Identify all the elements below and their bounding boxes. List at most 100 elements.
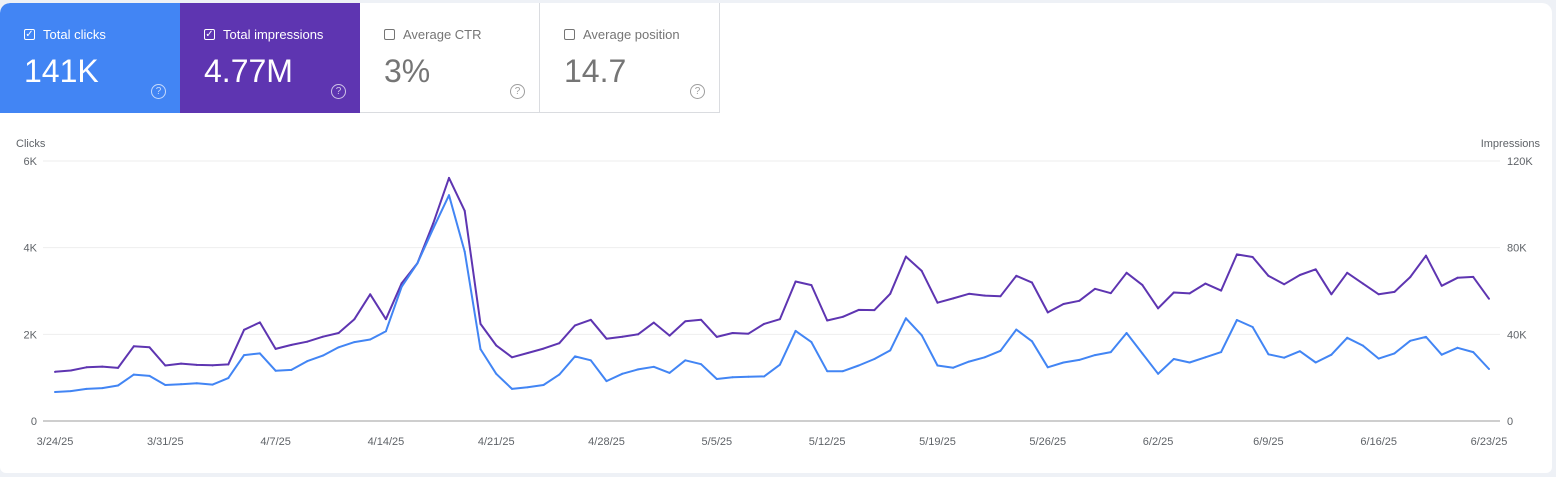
clicks-line: [54, 194, 1490, 393]
left-tick-label: 0: [31, 416, 37, 428]
impressions-point: [904, 255, 907, 258]
impressions-point: [621, 335, 624, 338]
impressions-point: [778, 318, 781, 321]
impressions-point: [920, 269, 923, 272]
x-tick-label: 3/24/25: [37, 436, 74, 448]
left-axis-title: Clicks: [16, 138, 46, 150]
clicks-point: [637, 368, 640, 371]
metric-card-average-ctr[interactable]: Average CTR 3% ?: [360, 3, 540, 113]
clicks-point: [1377, 357, 1380, 360]
clicks-point: [1062, 361, 1065, 364]
metric-value: 3%: [384, 53, 431, 89]
right-axis-title: Impressions: [1481, 138, 1541, 150]
impressions-point: [1220, 289, 1223, 292]
clicks-point: [510, 387, 513, 390]
impressions-point: [337, 332, 340, 335]
clicks-point: [85, 387, 88, 390]
clicks-point: [920, 334, 923, 337]
impressions-point: [69, 369, 72, 372]
x-tick-label: 5/26/25: [1029, 436, 1066, 448]
checkbox-icon[interactable]: ✓: [204, 29, 215, 40]
clicks-point: [495, 372, 498, 375]
clicks-point: [1488, 368, 1490, 370]
clicks-point: [447, 194, 450, 197]
impressions-point: [101, 365, 104, 368]
impressions-point: [983, 294, 986, 297]
checkbox-icon[interactable]: [564, 29, 575, 40]
impressions-point: [432, 222, 435, 225]
x-tick-label: 6/16/25: [1360, 436, 1397, 448]
impressions-point: [1046, 311, 1049, 314]
impressions-point: [211, 364, 214, 367]
clicks-point: [715, 377, 718, 380]
help-icon[interactable]: ?: [331, 84, 346, 99]
impressions-point: [857, 308, 860, 311]
clicks-point: [1188, 361, 1191, 364]
impressions-point: [510, 356, 513, 359]
impressions-point: [447, 176, 450, 179]
clicks-point: [227, 377, 230, 380]
metric-label: Average position: [583, 27, 680, 42]
metric-card-average-position[interactable]: Average position 14.7 ?: [540, 3, 720, 113]
help-icon[interactable]: ?: [690, 84, 705, 99]
clicks-point: [1440, 353, 1443, 356]
impressions-point: [85, 366, 88, 369]
clicks-point: [337, 346, 340, 349]
metric-card-total-impressions[interactable]: ✓ Total impressions 4.77M ?: [180, 3, 360, 113]
impressions-point: [715, 335, 718, 338]
metric-label: Average CTR: [403, 27, 482, 42]
impressions-point: [1157, 307, 1160, 310]
impressions-point: [747, 332, 750, 335]
clicks-point: [1078, 358, 1081, 361]
clicks-point: [243, 354, 246, 357]
x-tick-label: 5/19/25: [919, 436, 956, 448]
clicks-point: [384, 330, 387, 333]
impressions-point: [1283, 283, 1286, 286]
clicks-point: [873, 358, 876, 361]
impressions-point: [400, 282, 403, 285]
impressions-point: [558, 342, 561, 345]
clicks-point: [1220, 351, 1223, 354]
impressions-point: [353, 318, 356, 321]
impressions-point: [637, 333, 640, 336]
impressions-point: [117, 366, 120, 369]
x-tick-label: 6/2/25: [1143, 436, 1174, 448]
impressions-point: [841, 315, 844, 318]
impressions-point: [132, 345, 135, 348]
clicks-point: [1456, 346, 1459, 349]
impressions-point: [463, 209, 466, 212]
metric-card-total-clicks[interactable]: ✓ Total clicks 141K ?: [0, 3, 180, 113]
clicks-point: [841, 370, 844, 373]
clicks-point: [684, 359, 687, 362]
impressions-point: [999, 295, 1002, 298]
impressions-point: [54, 370, 56, 373]
clicks-point: [778, 363, 781, 366]
impressions-point: [1330, 293, 1333, 296]
clicks-point: [164, 384, 167, 387]
clicks-point: [700, 363, 703, 366]
impressions-point: [952, 297, 955, 300]
impressions-point: [936, 301, 939, 304]
clicks-point: [117, 384, 120, 387]
x-tick-label: 5/5/25: [702, 436, 733, 448]
checkbox-icon[interactable]: [384, 29, 395, 40]
checkbox-icon[interactable]: ✓: [24, 29, 35, 40]
metric-value: 141K: [24, 53, 99, 89]
impressions-point: [1377, 293, 1380, 296]
impressions-point: [526, 351, 529, 354]
clicks-point: [889, 349, 892, 352]
impressions-point: [889, 292, 892, 295]
impressions-point: [1235, 253, 1238, 256]
help-icon[interactable]: ?: [510, 84, 525, 99]
help-icon[interactable]: ?: [151, 84, 166, 99]
clicks-point: [1298, 350, 1301, 353]
impressions-point: [495, 344, 498, 347]
impressions-point: [1440, 284, 1443, 287]
x-tick-label: 6/9/25: [1253, 436, 1284, 448]
clicks-point: [306, 360, 309, 363]
clicks-point: [1125, 332, 1128, 335]
impressions-point: [967, 292, 970, 295]
impressions-point: [1424, 254, 1427, 257]
impressions-point: [1109, 292, 1112, 295]
